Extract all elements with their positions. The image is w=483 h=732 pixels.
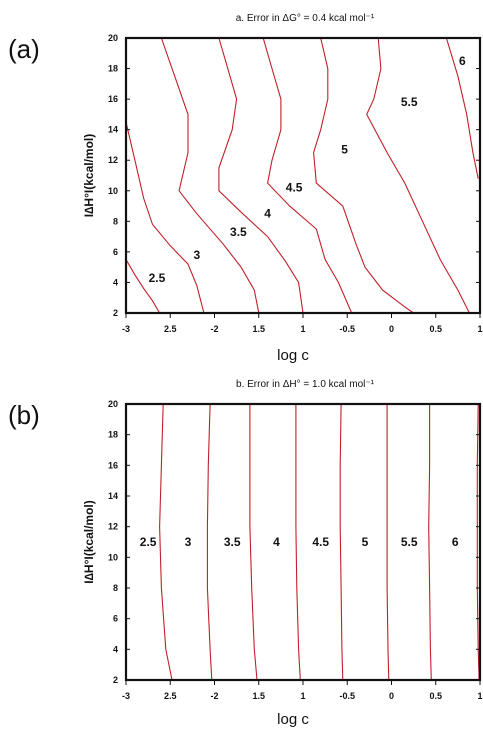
panel-b-chart-title: b. Error in ΔH° = 1.0 kcal mol⁻¹: [236, 379, 375, 390]
panel-a-y-tick-label: 20: [108, 33, 118, 43]
panel-b-x-axis-label: log c: [277, 711, 309, 728]
panel-a-x-tick-label: 0: [389, 324, 394, 334]
panel-b-y-tick-label: 8: [113, 583, 118, 593]
panel-a-contour-label: 6: [459, 54, 466, 68]
panel-b-y-tick-label: 12: [108, 522, 118, 532]
panel-letter-b: (b): [8, 400, 40, 430]
panel-a-contour-label: 4: [264, 207, 271, 221]
panel-b-contour-label-halo: 3: [185, 535, 192, 549]
panel-a-x-tick-label: -2: [210, 324, 218, 334]
panel-a-contour-label: 5.5: [401, 95, 418, 109]
panel-a-x-tick-label: 1.5: [252, 324, 265, 334]
panel-b-contour-line-5.5: [428, 404, 432, 681]
panel-b-contour-label: 3: [185, 535, 192, 549]
panel-b-x-tick-label: -2: [210, 691, 218, 701]
panel-b-contour-label: 2.5: [140, 535, 157, 549]
panel-a-contour-label-halo: 4.5: [286, 181, 303, 195]
panel-a-y-tick-label: 16: [108, 94, 118, 104]
panel-a-contour-label-halo: 2.5: [149, 271, 166, 285]
panel-b-x-tick-label: 2.5: [164, 691, 177, 701]
panel-b-contour-label-halo: 4.5: [312, 535, 329, 549]
panel-b-contour-label: 5: [362, 535, 369, 549]
panel-b-plot-frame: [124, 402, 482, 682]
panel-a-plot-frame: [124, 36, 482, 315]
panel-a-contour-label-halo: 6: [459, 54, 466, 68]
panel-a-contour-label: 3.5: [230, 225, 247, 239]
panel-a-y-tick-label: 10: [108, 186, 118, 196]
panel-b-y-tick-label: 20: [108, 399, 118, 409]
panel-b-contour-label: 4: [273, 535, 280, 549]
panel-a-contour-line-3.5: [160, 37, 260, 314]
panel-b-y-tick-label: 14: [108, 491, 118, 501]
panel-a-contour-line-5.5: [366, 37, 470, 314]
panel-a-contour-line-6: [445, 37, 479, 179]
panel-b-x-tick-label: 0.5: [429, 691, 442, 701]
panel-a-contour-label: 3: [193, 248, 200, 262]
panel-a-x-tick-label: 1: [477, 324, 482, 334]
panel-b-contour-line-6: [476, 403, 480, 681]
panel-b-x-tick-label: 1: [477, 691, 482, 701]
panel-b-contour-line-5: [386, 404, 390, 681]
panel-b-contour-line-3.5: [249, 404, 258, 681]
panel-a-contour-label-halo: 3: [193, 248, 200, 262]
panel-a-x-tick-label: 0.5: [429, 324, 442, 334]
panel-a-y-tick-label: 8: [113, 216, 118, 226]
panel-a-chart-title: a. Error in ΔG° = 0.4 kcal mol⁻¹: [236, 13, 375, 24]
panel-b-contour-label-halo: 4: [273, 535, 280, 549]
panel-b-contour-label-halo: 3.5: [224, 535, 241, 549]
panel-a-y-tick-label: 12: [108, 155, 118, 165]
panel-a-x-tick-label: -3: [122, 324, 130, 334]
panel-a-y-tick-label: 14: [108, 125, 118, 135]
panel-b-contour-label: 3.5: [224, 535, 241, 549]
panel-a-y-tick-label: 6: [113, 247, 118, 257]
panel-b-y-tick-label: 6: [113, 614, 118, 624]
panel-b-y-tick-label: 18: [108, 430, 118, 440]
panel-a-y-tick-label: 18: [108, 64, 118, 74]
panel-a-y-axis-label: I∆H°I(kcal/mol): [82, 134, 96, 218]
panel-a-contour-label-halo: 5: [341, 143, 348, 157]
panel-b-x-tick-label: 0: [389, 691, 394, 701]
panel-b-y-tick-label: 4: [113, 644, 118, 654]
panel-a-y-tick-label: 2: [113, 308, 118, 318]
panel-b-x-tick-label: -0.5: [339, 691, 355, 701]
panel-b-contour-line-3: [206, 403, 213, 681]
panel-b-contour-label: 5.5: [401, 535, 418, 549]
panel-b-contour-line-4: [295, 404, 301, 681]
panel-a-contour-label: 4.5: [286, 181, 303, 195]
panel-b-contour-label: 6: [452, 535, 459, 549]
panel-b-y-tick-label: 2: [113, 675, 118, 685]
panel-a-contour-line-4.5: [262, 37, 353, 314]
panel-a-contour-line-2.5: [125, 259, 161, 314]
panel-b-contour-line-4.5: [339, 403, 344, 681]
panel-b-contour-label: 4.5: [312, 535, 329, 549]
panel-b-contour-label-halo: 5: [362, 535, 369, 549]
panel-a-contour-label-halo: 4: [264, 207, 271, 221]
panel-b-x-tick-label: -3: [122, 691, 130, 701]
panel-b-y-tick-label: 16: [108, 460, 118, 470]
panel-a-contour-label: 2.5: [149, 271, 166, 285]
panel-b-contour-line-2.5: [159, 403, 173, 681]
panel-b-x-tick-label: 1.5: [252, 691, 265, 701]
panel-b-y-axis-label: I∆H°I(kcal/mol): [82, 500, 96, 584]
panel-a-contour-label-halo: 3.5: [230, 225, 247, 239]
panel-a-x-tick-label: 2.5: [164, 324, 177, 334]
panel-a-contour-line-3: [125, 121, 205, 314]
panel-a-contour-label: 5: [341, 143, 348, 157]
panel-b-contour-label-halo: 2.5: [140, 535, 157, 549]
panel-a-contour-line-5: [313, 37, 414, 314]
panel-a-x-axis-label: log c: [277, 347, 309, 364]
panel-b-contour-label-halo: 5.5: [401, 535, 418, 549]
panel-a-x-tick-label: 1: [300, 324, 305, 334]
panel-a-y-tick-label: 4: [113, 277, 118, 287]
panel-letter-a: (a): [8, 34, 40, 64]
panel-a-contour-label-halo: 5.5: [401, 95, 418, 109]
panel-b-y-tick-label: 10: [108, 552, 118, 562]
panel-a-contour-line-4: [218, 37, 304, 314]
panel-a-x-tick-label: -0.5: [339, 324, 355, 334]
panel-b-x-tick-label: 1: [300, 691, 305, 701]
panel-b-contour-label-halo: 6: [452, 535, 459, 549]
